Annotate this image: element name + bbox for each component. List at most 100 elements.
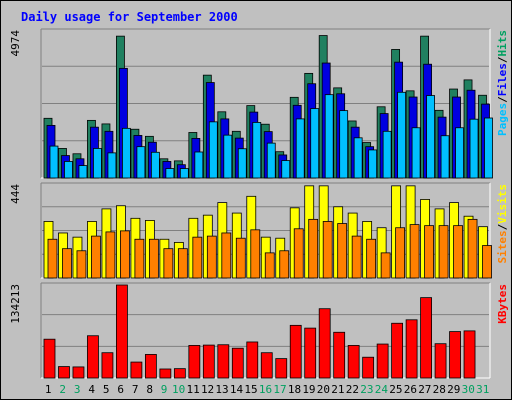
bar-kbytes-day-21 <box>333 331 346 379</box>
bar-kbytes-day-1 <box>43 338 56 379</box>
bar-sites-day-6 <box>120 230 130 279</box>
bar-sites-day-14 <box>235 237 246 279</box>
bar-sites-day-25 <box>395 227 406 279</box>
bar-kbytes-day-17 <box>275 358 288 379</box>
x-tick-label-day-12: 12 <box>201 383 214 396</box>
bar-pages-day-31 <box>484 117 493 179</box>
x-tick-label-day-31: 31 <box>476 383 489 396</box>
bar-pages-day-6 <box>122 127 131 179</box>
bar-kbytes-day-18 <box>289 324 302 379</box>
x-tick-label-day-14: 14 <box>230 383 244 396</box>
bar-kbytes-day-11 <box>188 345 201 379</box>
x-tick-label-day-2: 2 <box>59 383 66 396</box>
bar-kbytes-day-8 <box>144 354 157 379</box>
bar-sites-day-10 <box>177 248 188 279</box>
bar-sites-day-19 <box>308 218 319 279</box>
bar-kbytes-day-14 <box>231 347 244 379</box>
bar-pages-day-4 <box>93 148 102 179</box>
bar-kbytes-day-20 <box>318 308 331 379</box>
bar-kbytes-day-3 <box>72 366 85 379</box>
legend-pages: Pages <box>496 103 509 136</box>
bar-pages-day-22 <box>353 137 363 179</box>
x-tick-label-day-8: 8 <box>146 383 153 396</box>
bar-sites-day-7 <box>134 238 145 279</box>
bar-pages-day-16 <box>266 142 276 179</box>
bar-pages-day-3 <box>78 165 88 179</box>
visits-panel-ymax-label: 444 <box>9 184 22 204</box>
bar-pages-day-7 <box>136 146 146 179</box>
legend-kbytes: KBytes <box>496 284 509 324</box>
bar-sites-day-12 <box>206 235 217 279</box>
x-tick-label-day-11: 11 <box>186 383 199 396</box>
x-tick-label-day-9: 9 <box>161 383 168 396</box>
bar-kbytes-day-7 <box>130 361 143 379</box>
x-tick-label-day-3: 3 <box>74 383 81 396</box>
bar-pages-day-17 <box>281 160 291 179</box>
kbytes-panel-ymax-label: 134213 <box>9 284 22 324</box>
x-tick-label-day-26: 26 <box>404 383 417 396</box>
bar-kbytes-day-6 <box>116 284 128 379</box>
bar-sites-day-23 <box>366 238 377 279</box>
x-tick-label-day-5: 5 <box>103 383 110 396</box>
bar-sites-day-3 <box>76 250 87 279</box>
bar-pages-day-19 <box>310 108 320 179</box>
legend-visits: Visits <box>496 184 509 224</box>
x-tick-label-day-29: 29 <box>447 383 460 396</box>
bar-kbytes-day-10 <box>173 368 186 379</box>
x-tick-label-day-7: 7 <box>132 383 139 396</box>
bar-pages-day-12 <box>208 121 218 179</box>
bar-sites-day-24 <box>380 252 391 279</box>
x-tick-label-day-17: 17 <box>273 383 286 396</box>
bar-kbytes-day-29 <box>449 331 461 379</box>
bar-pages-day-28 <box>440 135 450 179</box>
bar-sites-day-17 <box>279 250 290 279</box>
bar-pages-day-9 <box>165 168 175 179</box>
bar-kbytes-day-15 <box>246 341 259 379</box>
bar-pages-day-14 <box>237 148 247 179</box>
bar-pages-day-27 <box>426 95 435 179</box>
bar-pages-day-8 <box>150 151 160 179</box>
x-tick-label-day-19: 19 <box>302 383 315 396</box>
bar-pages-day-10 <box>179 168 189 179</box>
x-tick-label-day-13: 13 <box>215 383 228 396</box>
bar-sites-day-31 <box>482 245 492 279</box>
bar-pages-day-30 <box>469 118 479 179</box>
x-tick-label-day-16: 16 <box>259 383 272 396</box>
bar-sites-day-8 <box>148 238 159 279</box>
x-tick-label-day-30: 30 <box>462 383 475 396</box>
bar-pages-day-24 <box>382 130 392 179</box>
bar-sites-day-18 <box>293 228 304 279</box>
x-tick-label-day-25: 25 <box>389 383 402 396</box>
x-tick-label-day-22: 22 <box>346 383 359 396</box>
bar-sites-day-27 <box>424 225 434 279</box>
chart-title: Daily usage for September 2000 <box>21 10 238 24</box>
bar-sites-day-21 <box>337 223 348 279</box>
bar-pages-day-2 <box>64 161 73 179</box>
x-tick-label-day-6: 6 <box>117 383 124 396</box>
bar-kbytes-day-24 <box>376 343 389 379</box>
bar-kbytes-day-28 <box>434 343 447 379</box>
bar-sites-day-28 <box>438 225 449 279</box>
bar-sites-day-29 <box>453 225 463 279</box>
bar-kbytes-day-30 <box>463 330 476 379</box>
bar-kbytes-day-27 <box>420 297 432 379</box>
bar-pages-day-23 <box>368 149 378 179</box>
x-tick-label-day-21: 21 <box>331 383 344 396</box>
bar-kbytes-day-22 <box>347 345 360 379</box>
x-tick-label-day-20: 20 <box>317 383 330 396</box>
legend-separator: / <box>496 96 509 103</box>
legend-hits: Hits <box>496 30 509 57</box>
bar-pages-day-20 <box>324 94 334 179</box>
bar-kbytes-day-2 <box>58 366 70 379</box>
bar-sites-day-15 <box>250 229 261 279</box>
x-tick-label-day-28: 28 <box>433 383 446 396</box>
bar-pages-day-18 <box>295 118 305 179</box>
bar-sites-day-16 <box>264 252 275 279</box>
x-tick-label-day-1: 1 <box>45 383 52 396</box>
x-tick-label-day-24: 24 <box>375 383 389 396</box>
legend-files: Files <box>496 63 509 96</box>
bar-sites-day-9 <box>163 248 174 279</box>
bar-kbytes-day-9 <box>159 368 172 379</box>
